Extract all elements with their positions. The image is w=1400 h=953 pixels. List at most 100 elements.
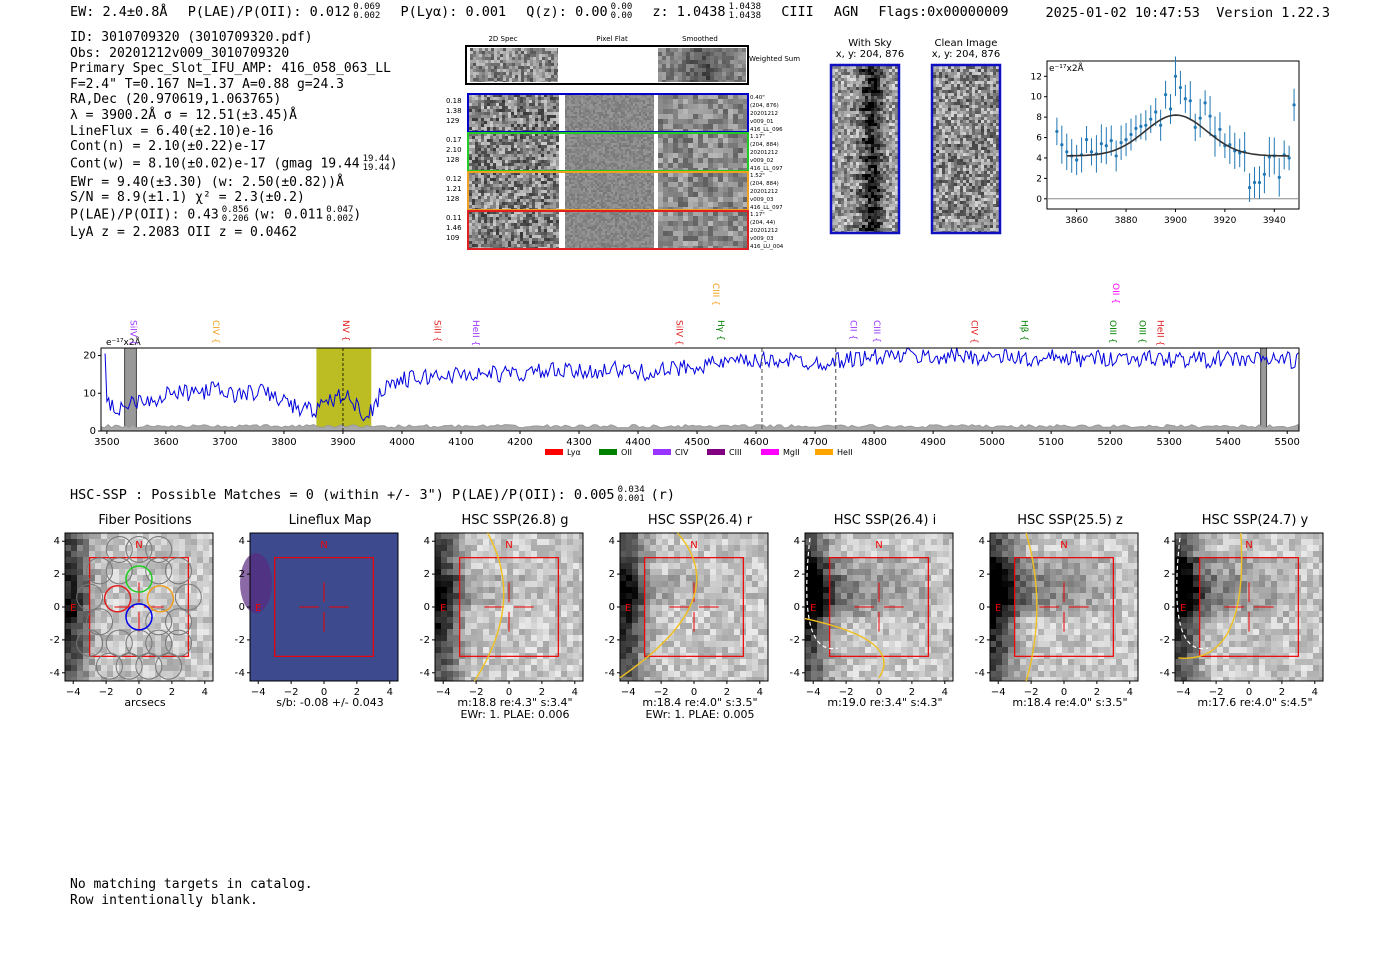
spectrum-xtick-label: 5400 bbox=[1215, 437, 1240, 448]
hsc-xtick-label: 4 bbox=[202, 687, 208, 698]
hsc-panel-image: N E −4 −2 0 2 4 4 2 0 −2 −4 bbox=[975, 532, 1139, 698]
hsc-xtick-label: −4 bbox=[251, 687, 266, 698]
spectrum-legend: Lyα OII CIV CIII MgII HeII bbox=[545, 448, 853, 457]
hsc-ytick-label: 0 bbox=[239, 602, 245, 613]
line-fit-xtick-label: 3880 bbox=[1115, 216, 1138, 226]
spec2d-row-meta: 1.52" bbox=[750, 173, 765, 179]
spectrum-xtick-label: 3900 bbox=[330, 437, 355, 448]
hsc-xtick-label: −4 bbox=[436, 687, 451, 698]
line-fit-point bbox=[1198, 116, 1202, 120]
hsc-ytick-label: 4 bbox=[54, 536, 60, 547]
fiber bbox=[174, 583, 202, 611]
line-fit-point bbox=[1139, 124, 1143, 128]
hsc-xtick-label: −2 bbox=[1209, 687, 1224, 698]
info-id: ID: 3010709320 (3010709320.pdf) bbox=[70, 30, 313, 45]
ellipse-fit bbox=[619, 532, 698, 679]
spectrum-emission-label: SiIV { bbox=[673, 320, 683, 346]
clean-image-title: Clean Image x, y: 204, 876 bbox=[931, 38, 1001, 60]
fiber-selected bbox=[125, 603, 153, 631]
spec2d-row-stat: 0.18 bbox=[446, 97, 462, 105]
line-fit-point bbox=[1099, 142, 1103, 146]
spectrum-line bbox=[104, 347, 1299, 422]
spec2d-row-stat: 109 bbox=[446, 234, 459, 242]
lineflux-map bbox=[250, 533, 398, 681]
sky-cutouts bbox=[829, 63, 1002, 235]
header-flags: Flags:0x00000009 bbox=[878, 4, 1009, 20]
spectrum-xtick-label: 5500 bbox=[1274, 437, 1299, 448]
hsc-xtick-label: 2 bbox=[1094, 687, 1100, 698]
hsc-panel-image: N E −4 −2 0 2 4 4 2 0 −2 −4 bbox=[235, 532, 399, 698]
hsc-xtick-label: 0 bbox=[1061, 687, 1067, 698]
legend-swatch bbox=[761, 449, 779, 455]
info-primary: Primary Spec_Slot_IFU_AMP: 416_058_063_L… bbox=[70, 61, 391, 77]
spectrum-error bbox=[100, 423, 1300, 432]
hsc-ytick-label: −2 bbox=[50, 635, 60, 646]
line-fit-point bbox=[1208, 114, 1212, 118]
legend-swatch bbox=[653, 449, 671, 455]
info-ewr: EWr = 9.40(±3.30) (w: 2.50(±0.82))Å bbox=[70, 174, 344, 190]
hsc-xtick-label: 0 bbox=[1246, 687, 1252, 698]
line-fit-point bbox=[1183, 97, 1187, 101]
east-label: E bbox=[810, 603, 816, 614]
fiber bbox=[115, 652, 143, 680]
hsc-xtick-label: −2 bbox=[469, 687, 484, 698]
line-fit-ytick-label: 6 bbox=[1036, 134, 1042, 144]
hsc-ytick-label: 0 bbox=[609, 602, 615, 613]
east-label: E bbox=[70, 603, 76, 614]
fiber bbox=[145, 608, 173, 636]
line-fit-point bbox=[1292, 103, 1296, 107]
aperture-box bbox=[829, 557, 929, 657]
fiber bbox=[76, 629, 104, 657]
hsc-xtick-label: 2 bbox=[354, 687, 360, 698]
info-lineflux: LineFlux = 6.40(±2.10)e-16 bbox=[70, 123, 274, 139]
legend-label: Lyα bbox=[567, 448, 581, 457]
hsc-xtick-label: 4 bbox=[1312, 687, 1318, 698]
line-fit-point bbox=[1114, 154, 1118, 158]
fiber bbox=[125, 535, 153, 563]
hsc-panel-title: HSC SSP(24.7) y bbox=[1201, 513, 1309, 528]
aperture-box bbox=[1014, 557, 1114, 657]
hsc-xtick-label: 0 bbox=[506, 687, 512, 698]
spectrum-emission-label: OIII { bbox=[1137, 320, 1147, 344]
line-fit-point bbox=[1257, 180, 1262, 185]
line-fit-point bbox=[1119, 141, 1123, 145]
spec2d-header-smoothed: Smoothed bbox=[682, 35, 718, 43]
spec2d-row-meta: 20201212 bbox=[750, 228, 778, 234]
clean-image bbox=[930, 63, 1002, 235]
spectrum-emission-label: SiIV { bbox=[128, 320, 138, 346]
spec2d-row-meta: v009_03 bbox=[750, 236, 774, 242]
hsc-xtick-label: −4 bbox=[66, 687, 81, 698]
header-ew: EW: 2.4±0.8Å bbox=[70, 4, 168, 20]
line-fit-point bbox=[1089, 150, 1094, 154]
spectrum-chart: e⁻¹⁷x2Å 3500 3600 3700 3800 3900 4000 4100 4200… bbox=[83, 283, 1300, 457]
ellipse-fit bbox=[473, 532, 505, 682]
spec2d-header-flat: Pixel Flat bbox=[596, 35, 628, 43]
spec2d-row-meta: (204, 884) bbox=[750, 142, 779, 148]
spec2d-row-stat: 0.11 bbox=[446, 214, 462, 222]
spectrum-xtick-label: 3700 bbox=[212, 437, 237, 448]
hsc-ytick-label: 4 bbox=[424, 536, 430, 547]
line-fit-point bbox=[1188, 99, 1192, 103]
hsc-ytick-label: −2 bbox=[975, 635, 985, 646]
spec2d-row: 0.11 1.46 109 1.17" (204, 44) 20201212 v009_03… bbox=[446, 210, 784, 250]
line-fit-point bbox=[1247, 185, 1252, 190]
hsc-summary: HSC-SSP : Possible Matches = 0 (within +… bbox=[70, 485, 676, 504]
spec2d-row: 0.12 1.21 128 1.52" (204, 884) 20201212 v009_0… bbox=[446, 171, 783, 211]
fiber bbox=[95, 652, 123, 680]
spec2d-row-meta: 1.17" bbox=[750, 134, 765, 140]
info-lyaz: LyA z = 2.2083 OII z = 0.0462 bbox=[70, 224, 297, 240]
line-fit-ytick-label: 0 bbox=[1036, 195, 1042, 205]
line-fit-point bbox=[1075, 158, 1079, 162]
spectrum-emission-label: Hγ { bbox=[715, 320, 725, 341]
line-fit-chart: e⁻¹⁷x2Å 3860 3880 3900 3920 3940 0 2 4 6 8 10 12 bbox=[1031, 56, 1300, 226]
hsc-xtick-label: 4 bbox=[757, 687, 763, 698]
hsc-ytick-label: −2 bbox=[420, 635, 430, 646]
hsc-panel-title: HSC SSP(26.4) i bbox=[833, 513, 937, 528]
hsc-panel-image: N E −4 −2 0 2 4 4 2 0 −2 −4 bbox=[1160, 532, 1324, 698]
hsc-ytick-label: 4 bbox=[1164, 536, 1170, 547]
hsc-panel-caption: m:18.8 re:4.3" s:3.4" EWr: 1. PLAE: 0.006 bbox=[457, 696, 573, 721]
hsc-panel-title: HSC SSP(25.5) z bbox=[1017, 513, 1123, 528]
info-radec: RA,Dec (20.970619,1.063765) bbox=[70, 92, 282, 108]
hsc-ytick-label: 2 bbox=[979, 569, 985, 580]
legend-swatch bbox=[707, 449, 725, 455]
